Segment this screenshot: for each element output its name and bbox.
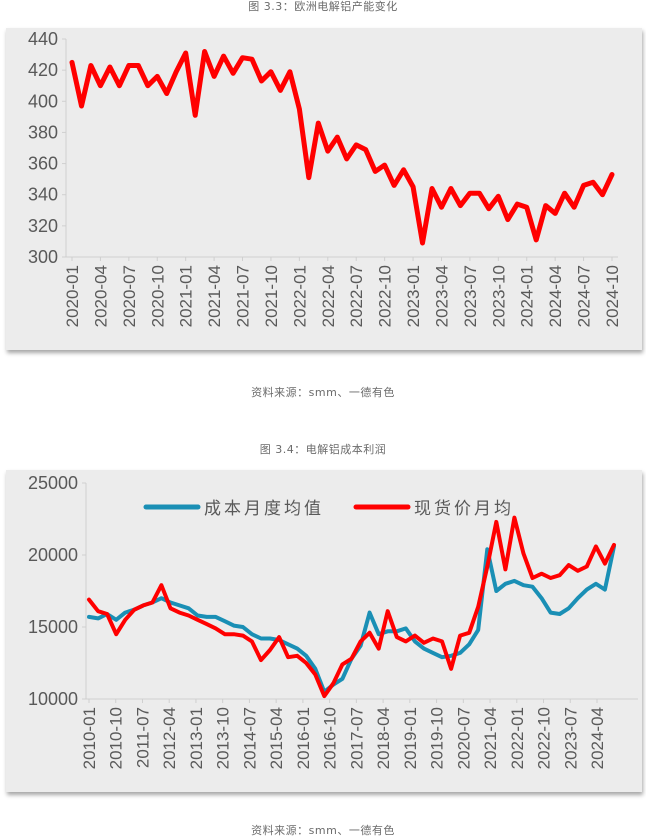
y-tick-label: 10000 (28, 689, 78, 709)
y-tick-label: 320 (28, 216, 58, 236)
x-tick-label: 2020-07 (454, 707, 473, 769)
y-tick-label: 340 (28, 185, 58, 205)
y-tick-label: 420 (28, 60, 58, 80)
figure-2-source: 资料来源：smm、一德有色 (251, 824, 395, 837)
x-tick-label: 2023-01 (404, 265, 423, 327)
x-tick-label: 2017-07 (347, 707, 366, 769)
x-tick-label: 2012-04 (160, 707, 179, 769)
x-tick-label: 2021-04 (205, 265, 224, 327)
figure-2-caption: 图 3.4：电解铝成本利润 (259, 443, 387, 456)
y-tick-label: 400 (28, 91, 58, 111)
x-tick-label: 2019-10 (428, 707, 447, 769)
x-tick-label: 2020-07 (120, 265, 139, 327)
x-tick-label: 2020-10 (148, 265, 167, 327)
x-tick-label: 2013-10 (214, 707, 233, 769)
y-tick-label: 300 (28, 247, 58, 267)
series-line-0 (69, 49, 615, 246)
x-tick-label: 2022-01 (508, 707, 527, 769)
chart-2-plot: 10000 15000 20000 25000 2010-01 2010-10 2011-0… (28, 473, 638, 769)
legend-label: 成本月度均值 (204, 499, 324, 518)
series-line-0 (87, 544, 616, 694)
x-tick-label: 2024-07 (575, 265, 594, 327)
y-tick-label: 380 (28, 122, 58, 142)
x-tick-label: 2023-07 (461, 265, 480, 327)
x-tick-label: 2024-10 (603, 265, 622, 327)
x-tick-label: 2021-01 (177, 265, 196, 327)
series-line-1 (87, 515, 616, 699)
x-tick-label: 2024-04 (588, 707, 607, 769)
x-tick-label: 2022-07 (347, 265, 366, 327)
x-tick-label: 2022-10 (535, 707, 554, 769)
x-tick-label: 2021-07 (234, 265, 253, 327)
x-tick-label: 2023-10 (489, 265, 508, 327)
y-tick-label: 25000 (28, 473, 78, 493)
x-tick-label: 2022-10 (376, 265, 395, 327)
x-tick-label: 2022-01 (290, 265, 309, 327)
y-tick-label: 360 (28, 154, 58, 174)
chart-1-panel: 300 320 340 360 380 400 420 440 2020-01 2020-04 20… (6, 28, 642, 350)
x-tick-label: 2013-01 (187, 707, 206, 769)
figure-1-caption: 图 3.3：欧洲电解铝产能变化 (248, 0, 398, 13)
legend-label: 现货价月均 (414, 499, 514, 518)
x-tick-label: 2024-04 (546, 265, 565, 327)
x-tick-label: 2024-01 (518, 265, 537, 327)
x-tick-label: 2016-10 (321, 707, 340, 769)
y-tick-label: 20000 (28, 545, 78, 565)
chart-2-panel: 10000 15000 20000 25000 2010-01 2010-10 2011-0… (6, 470, 642, 792)
x-tick-label: 2023-04 (432, 265, 451, 327)
x-tick-label: 2021-10 (262, 265, 281, 327)
x-tick-label: 2023-07 (561, 707, 580, 769)
x-tick-label: 2015-04 (267, 707, 286, 769)
y-tick-label: 15000 (28, 617, 78, 637)
x-tick-label: 2014-07 (240, 707, 259, 769)
x-tick-label: 2022-04 (319, 265, 338, 327)
x-tick-label: 2021-04 (481, 707, 500, 769)
x-tick-label: 2011-07 (133, 707, 152, 768)
x-tick-label: 2020-01 (63, 265, 82, 327)
y-tick-label: 440 (28, 29, 58, 49)
figure-1-source: 资料来源：smm、一德有色 (251, 386, 395, 399)
x-tick-label: 2016-01 (294, 707, 313, 769)
x-tick-label: 2019-01 (401, 707, 420, 769)
x-tick-label: 2010-10 (107, 707, 126, 769)
x-tick-label: 2010-01 (80, 707, 99, 769)
x-tick-label: 2018-04 (374, 707, 393, 769)
x-tick-label: 2020-04 (91, 265, 110, 327)
chart-1-plot: 300 320 340 360 380 400 420 440 2020-01 2020-04 20… (28, 29, 622, 327)
